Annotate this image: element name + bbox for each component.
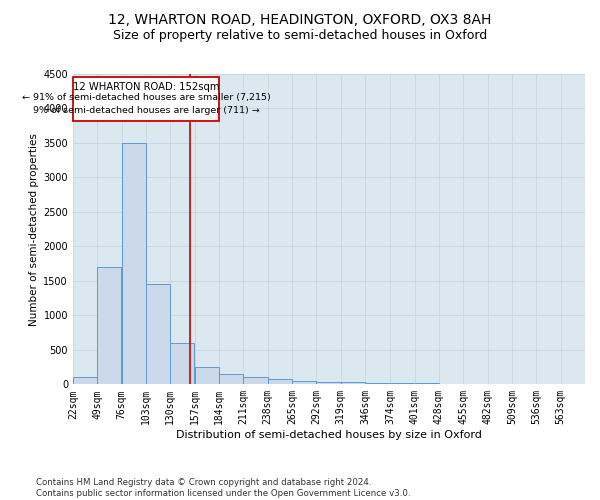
Text: 9% of semi-detached houses are larger (711) →: 9% of semi-detached houses are larger (7… <box>33 106 259 116</box>
Bar <box>195 367 219 384</box>
Bar <box>365 382 389 384</box>
Bar <box>219 374 243 384</box>
FancyBboxPatch shape <box>73 77 220 121</box>
Text: Size of property relative to semi-detached houses in Oxford: Size of property relative to semi-detach… <box>113 29 487 42</box>
Text: 12, WHARTON ROAD, HEADINGTON, OXFORD, OX3 8AH: 12, WHARTON ROAD, HEADINGTON, OXFORD, OX… <box>109 12 491 26</box>
Bar <box>73 378 97 384</box>
Text: ← 91% of semi-detached houses are smaller (7,215): ← 91% of semi-detached houses are smalle… <box>22 93 271 102</box>
Bar <box>122 143 146 384</box>
Y-axis label: Number of semi-detached properties: Number of semi-detached properties <box>29 132 39 326</box>
Text: Contains HM Land Registry data © Crown copyright and database right 2024.
Contai: Contains HM Land Registry data © Crown c… <box>36 478 410 498</box>
Bar <box>391 383 415 384</box>
Bar <box>97 267 121 384</box>
Bar <box>170 343 194 384</box>
Bar <box>244 378 268 384</box>
Bar <box>292 380 316 384</box>
Bar <box>341 382 365 384</box>
Bar <box>268 379 292 384</box>
Bar <box>146 284 170 384</box>
Bar <box>316 382 341 384</box>
X-axis label: Distribution of semi-detached houses by size in Oxford: Distribution of semi-detached houses by … <box>176 430 482 440</box>
Text: 12 WHARTON ROAD: 152sqm: 12 WHARTON ROAD: 152sqm <box>73 82 220 92</box>
